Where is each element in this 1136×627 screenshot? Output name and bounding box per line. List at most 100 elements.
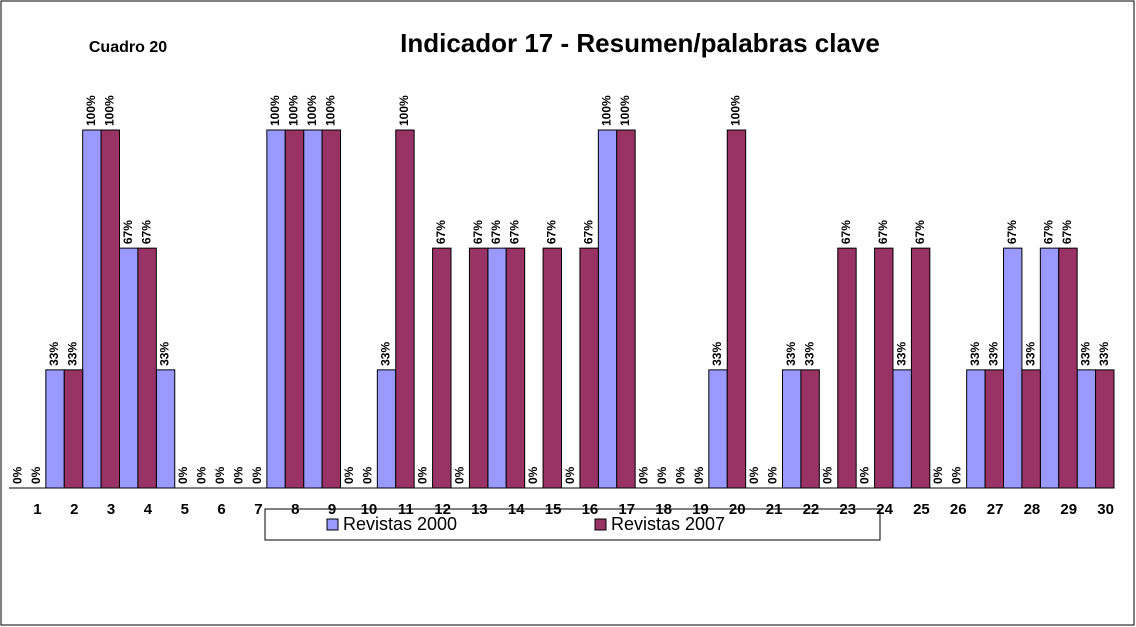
x-tick-label: 18 xyxy=(655,501,672,518)
data-label: 0% xyxy=(692,466,706,484)
bar xyxy=(579,247,599,489)
bar xyxy=(1039,247,1060,489)
bar xyxy=(63,369,84,489)
data-label: 0% xyxy=(231,466,245,484)
data-label: 100% xyxy=(84,95,98,126)
legend-box xyxy=(264,508,881,541)
data-label: 67% xyxy=(121,220,135,244)
x-tick-label: 6 xyxy=(217,501,225,518)
data-label: 100% xyxy=(287,95,301,126)
x-tick-label: 29 xyxy=(1060,501,1077,518)
data-label: 100% xyxy=(102,95,116,126)
bar xyxy=(321,129,342,489)
data-label: 0% xyxy=(765,466,779,484)
data-label: 100% xyxy=(323,95,337,126)
bar xyxy=(800,369,820,489)
chart-title: Indicador 17 - Resumen/palabras clave xyxy=(400,28,880,58)
data-label: 67% xyxy=(581,220,595,244)
data-label: 0% xyxy=(29,466,43,484)
legend-swatch xyxy=(594,518,607,531)
data-label: 0% xyxy=(250,466,264,484)
bar xyxy=(542,247,562,489)
data-label: 0% xyxy=(195,466,209,484)
bar xyxy=(892,369,912,489)
x-tick-label: 12 xyxy=(434,501,451,518)
data-label: 100% xyxy=(600,95,614,126)
data-label: 0% xyxy=(637,466,651,484)
bar xyxy=(376,369,397,489)
data-label: 100% xyxy=(305,95,319,126)
x-tick-label: 2 xyxy=(70,501,78,518)
x-tick-label: 26 xyxy=(950,501,967,518)
data-label: 33% xyxy=(1097,342,1111,366)
x-tick-label: 11 xyxy=(398,501,414,518)
annotation: Cuadro 20 xyxy=(89,39,167,56)
x-tick-label: 9 xyxy=(328,501,336,518)
data-label: 0% xyxy=(655,466,669,484)
data-label: 67% xyxy=(1060,220,1074,244)
data-label: 67% xyxy=(1005,220,1019,244)
bar xyxy=(726,129,747,489)
bar xyxy=(395,129,415,489)
bar xyxy=(432,247,452,489)
data-label: 67% xyxy=(913,220,927,244)
data-label: 0% xyxy=(176,466,190,484)
x-tick-label: 1 xyxy=(33,501,41,518)
x-tick-label: 4 xyxy=(144,501,153,518)
data-label: 33% xyxy=(968,342,982,366)
x-tick-label: 7 xyxy=(254,501,262,518)
data-label: 0% xyxy=(821,466,835,484)
bar xyxy=(100,129,121,489)
bar xyxy=(303,129,323,489)
x-tick-label: 16 xyxy=(582,501,599,518)
bar xyxy=(1003,247,1023,489)
data-label: 67% xyxy=(839,220,853,244)
x-tick-label: 15 xyxy=(545,501,562,518)
data-label: 100% xyxy=(618,95,632,126)
data-label: 33% xyxy=(802,342,816,366)
data-label: 100% xyxy=(729,95,743,126)
bar xyxy=(155,369,176,489)
bar xyxy=(284,129,305,489)
data-label: 0% xyxy=(673,466,687,484)
x-tick-label: 25 xyxy=(913,501,930,518)
x-tick-label: 8 xyxy=(291,501,299,518)
x-tick-label: 21 xyxy=(766,501,783,518)
data-label: 0% xyxy=(526,466,540,484)
data-label: 33% xyxy=(47,342,61,366)
data-label: 0% xyxy=(416,466,430,484)
x-tick-label: 14 xyxy=(508,501,525,518)
data-label: 0% xyxy=(10,466,24,484)
bar xyxy=(782,369,802,489)
x-tick-label: 17 xyxy=(618,501,635,518)
data-label: 67% xyxy=(1042,220,1056,244)
data-label: 33% xyxy=(784,342,798,366)
data-label: 33% xyxy=(894,342,908,366)
x-tick-label: 30 xyxy=(1097,501,1114,518)
data-label: 0% xyxy=(931,466,945,484)
bar xyxy=(266,129,286,489)
data-label: 0% xyxy=(950,466,964,484)
x-tick-label: 24 xyxy=(876,501,893,518)
data-label: 67% xyxy=(508,220,522,244)
data-label: 33% xyxy=(379,342,393,366)
data-label: 100% xyxy=(268,95,282,126)
data-label: 33% xyxy=(66,342,80,366)
bar xyxy=(708,369,728,489)
x-tick-label: 27 xyxy=(987,501,1004,518)
bar xyxy=(82,129,102,489)
data-label: 67% xyxy=(489,220,503,244)
bar xyxy=(468,247,489,489)
bar xyxy=(966,369,986,489)
data-label: 67% xyxy=(139,220,153,244)
data-label: 0% xyxy=(858,466,872,484)
data-label: 67% xyxy=(876,220,890,244)
legend-label: Revistas 2000 xyxy=(343,514,457,534)
data-label: 0% xyxy=(342,466,356,484)
data-label: 0% xyxy=(213,466,227,484)
bar xyxy=(505,247,526,489)
bar xyxy=(1076,369,1097,489)
data-label: 33% xyxy=(158,342,172,366)
